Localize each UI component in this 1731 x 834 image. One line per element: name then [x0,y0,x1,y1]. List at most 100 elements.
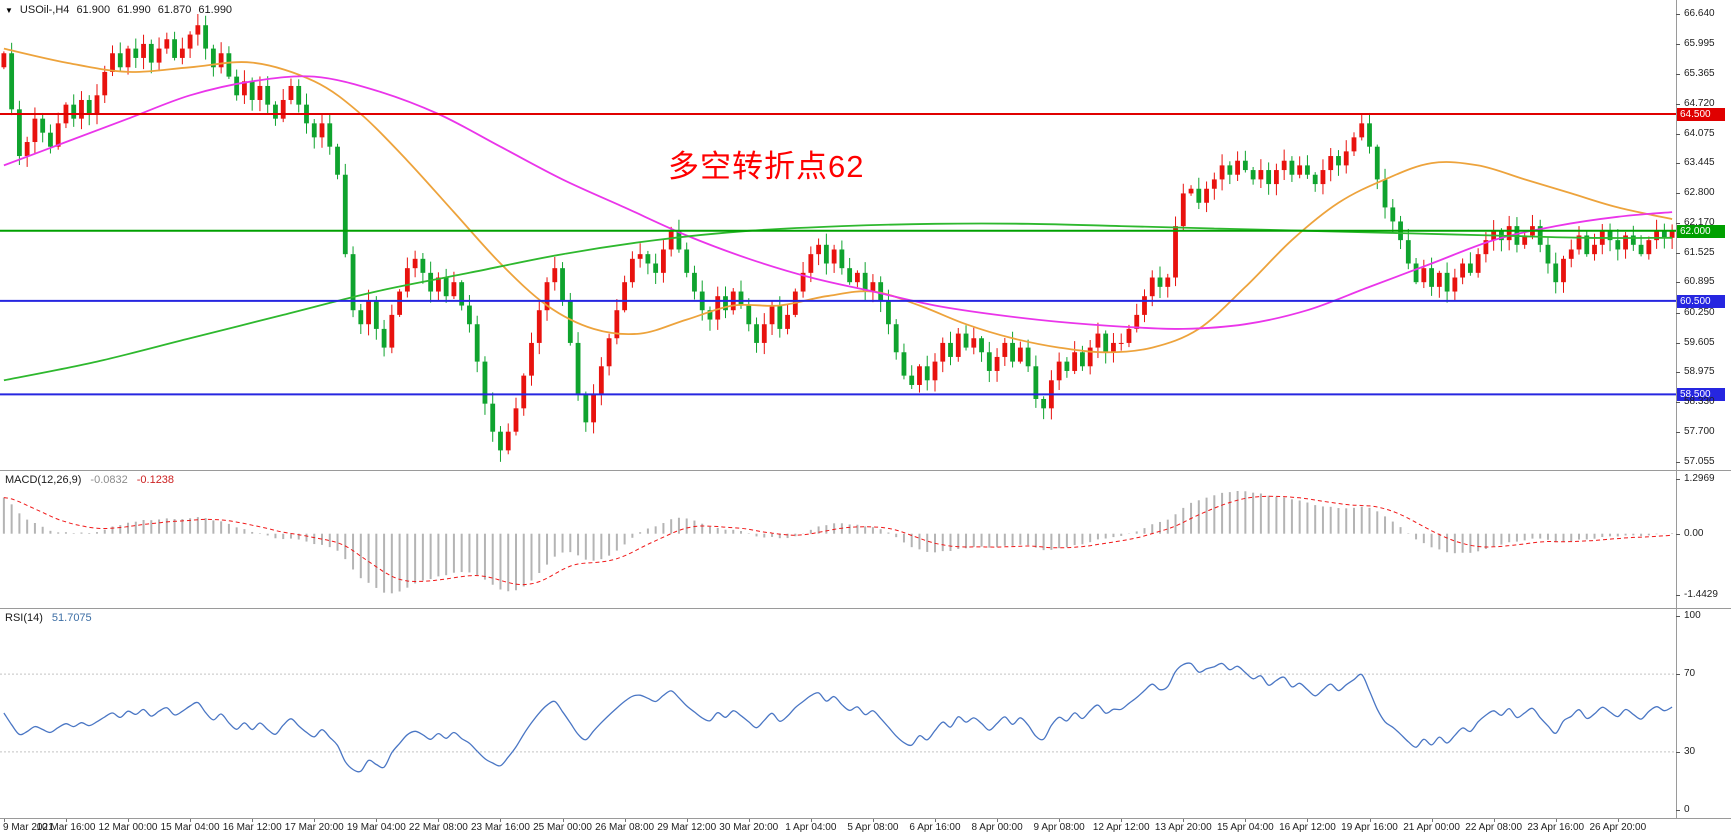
time-axis-tick [1431,819,1433,822]
axis-tick-mark [1676,14,1680,16]
time-axis-label: 6 Apr 16:00 [909,822,961,833]
axis-tick-label: -1.4429 [1684,588,1718,600]
axis-tick-mark [1676,73,1680,75]
time-axis-tick [624,819,626,822]
macd-label: MACD(12,26,9) -0.0832 -0.1238 [5,474,174,486]
price-axis-separator [1676,0,1677,818]
axis-tick-label: 57.700 [1684,425,1715,437]
axis-tick-label: 66.640 [1684,8,1715,20]
axis-tick-mark [1676,163,1680,165]
axis-tick-mark [1676,133,1680,135]
time-axis-tick [438,819,440,822]
axis-tick-label: 64.720 [1684,97,1715,109]
time-axis-tick [1369,819,1371,822]
macd-signal-value: -0.1238 [136,474,175,486]
time-axis-tick [1059,819,1061,822]
axis-tick-mark [1676,103,1680,105]
ohlc-low-value: 61.870 [157,4,192,16]
axis-tick-label: 62.800 [1684,187,1715,199]
time-axis-tick [934,819,936,822]
axis-tick-mark [1676,282,1680,284]
axis-tick-mark [1676,252,1680,254]
time-axis[interactable]: 9 Mar 2021 10 Mar 16:00 12 Mar 00:00 15 Mar… [0,819,1731,834]
collapse-chart-icon[interactable]: ▼ [5,5,13,15]
pane-separator[interactable] [0,470,1731,471]
axis-tick-label: 70 [1684,668,1696,680]
axis-tick-mark [1676,193,1680,195]
time-axis-tick [810,819,812,822]
axis-tick-mark [1676,44,1680,46]
time-axis-tick [748,819,750,822]
time-axis-label: 23 Apr 16:00 [1527,822,1585,833]
chart-annotation-text[interactable]: 多空转折点62 [668,149,865,184]
time-axis-tick [1121,819,1123,822]
time-axis-label: 29 Mar 12:00 [657,822,717,833]
time-axis-tick [65,819,67,822]
time-axis-tick [1493,819,1495,822]
time-axis-tick [252,819,254,822]
time-axis-tick [1555,819,1557,822]
time-axis-label: 25 Mar 00:00 [533,822,592,833]
time-axis-label: 8 Apr 00:00 [971,822,1023,833]
time-axis-label: 12 Apr 12:00 [1092,822,1150,833]
time-axis-tick [1307,819,1309,822]
time-axis-label: 17 Mar 20:00 [284,822,344,833]
time-axis-tick [1183,819,1185,822]
rsi-label: RSI(14) 51.7075 [5,612,92,624]
macd-indicator-canvas[interactable] [0,470,1676,608]
chart-header: ▼ USOil-,H4 61.900 61.990 61.870 61.990 [5,4,232,16]
time-axis-label: 21 Apr 00:00 [1403,822,1460,833]
time-axis-label: 12 Mar 00:00 [98,822,158,833]
axis-tick-mark [1676,461,1680,463]
time-axis-label: 9 Apr 08:00 [1033,822,1085,833]
time-axis-label: 30 Mar 20:00 [719,822,779,833]
price-line-tag: 64.500 [1677,107,1725,121]
time-axis-tick [686,819,688,822]
macd-value: -0.0832 [90,474,128,486]
axis-tick-label: 64.075 [1684,127,1715,139]
rsi-indicator-canvas[interactable] [0,608,1676,818]
time-axis-tick [3,819,5,822]
time-axis-label: 13 Apr 20:00 [1154,822,1212,833]
rsi-name: RSI(14) [5,612,43,624]
time-axis-label: 19 Mar 04:00 [346,822,406,833]
main-chart-canvas[interactable] [0,0,1676,470]
time-axis-tick [1245,819,1247,822]
time-axis-tick [562,819,564,822]
axis-tick-label: 65.365 [1684,67,1715,79]
ohlc-close-value: 61.990 [198,4,233,16]
axis-tick-label: 62.170 [1684,216,1715,228]
macd-signal-line [3,495,1673,586]
macd-histogram [2,490,1674,594]
time-axis-tick [376,819,378,822]
time-axis-tick [128,819,130,822]
axis-tick-mark [1676,222,1680,224]
candles [1,14,1675,462]
time-axis-label: 15 Mar 04:00 [160,822,220,833]
time-axis-label: 19 Apr 16:00 [1341,822,1398,833]
symbol-period-label: USOil-,H4 [19,4,70,16]
time-axis-label: 26 Apr 20:00 [1589,822,1647,833]
time-axis-label: 15 Apr 04:00 [1217,822,1274,833]
ohlc-open-value: 61.900 [76,4,111,16]
ohlc-high-value: 61.990 [117,4,151,16]
axis-tick-label: 58.330 [1684,396,1715,408]
axis-tick-mark [1676,312,1680,314]
axis-tick-mark [1676,431,1680,433]
time-axis-label: 22 Mar 08:00 [408,822,468,833]
axis-tick-label: 60.895 [1684,276,1715,288]
price-axis[interactable]: 64.500 62.000 60.500 58.500 66.640 65.995 65.3… [1676,0,1731,818]
axis-tick-mark [1676,594,1680,596]
pane-separator[interactable] [0,608,1731,609]
price-line-tag: 62.000 [1677,224,1725,238]
time-axis-label: 9 Mar 2021 [3,822,54,833]
axis-tick-label: 63.445 [1684,157,1715,169]
axis-tick-label: 100 [1684,609,1701,621]
axis-tick-mark [1676,674,1680,676]
time-axis-label: 10 Mar 16:00 [36,822,96,833]
pane-separator[interactable] [0,818,1731,819]
time-axis-label: 23 Mar 16:00 [471,822,530,833]
axis-tick-mark [1676,751,1680,753]
time-axis-label: 26 Mar 08:00 [595,822,655,833]
